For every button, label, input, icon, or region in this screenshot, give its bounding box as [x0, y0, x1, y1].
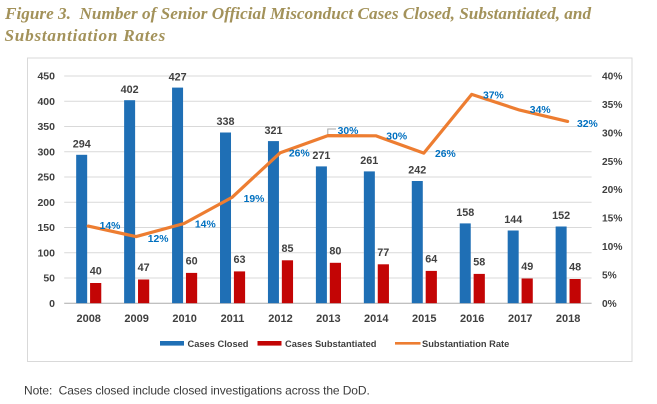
svg-text:25%: 25%	[602, 157, 622, 168]
svg-text:242: 242	[408, 165, 426, 177]
svg-text:427: 427	[169, 71, 187, 83]
svg-text:40%: 40%	[602, 72, 622, 83]
svg-text:321: 321	[264, 125, 282, 137]
svg-text:200: 200	[37, 197, 55, 209]
svg-text:294: 294	[73, 139, 91, 151]
svg-text:12%: 12%	[148, 234, 169, 245]
svg-text:80: 80	[329, 245, 341, 257]
svg-text:158: 158	[456, 207, 474, 219]
svg-text:2017: 2017	[508, 313, 532, 325]
svg-text:30%: 30%	[338, 126, 359, 137]
svg-text:300: 300	[37, 146, 55, 158]
svg-text:77: 77	[377, 247, 389, 259]
svg-text:48: 48	[569, 262, 581, 274]
svg-text:2009: 2009	[124, 313, 148, 325]
svg-text:Substantiation Rates: Substantiation Rates	[5, 26, 167, 45]
svg-text:261: 261	[360, 155, 378, 167]
svg-text:250: 250	[37, 172, 55, 184]
svg-text:350: 350	[37, 121, 55, 133]
svg-text:2018: 2018	[556, 313, 580, 325]
svg-text:2008: 2008	[76, 313, 100, 325]
svg-text:152: 152	[552, 210, 570, 222]
svg-text:400: 400	[37, 96, 55, 108]
svg-text:2010: 2010	[172, 313, 196, 325]
svg-text:37%: 37%	[483, 90, 504, 101]
svg-text:144: 144	[504, 214, 522, 226]
svg-text:2012: 2012	[268, 313, 292, 325]
svg-text:30%: 30%	[386, 131, 407, 142]
svg-text:2016: 2016	[460, 313, 484, 325]
svg-text:0: 0	[49, 298, 55, 310]
svg-text:14%: 14%	[195, 219, 216, 230]
svg-text:20%: 20%	[602, 185, 622, 196]
svg-text:14%: 14%	[100, 221, 121, 232]
svg-text:60: 60	[186, 255, 198, 267]
svg-text:85: 85	[281, 243, 293, 255]
svg-text:26%: 26%	[289, 148, 310, 159]
svg-text:0%: 0%	[602, 299, 617, 310]
svg-text:34%: 34%	[530, 105, 551, 116]
svg-text:26%: 26%	[435, 149, 456, 160]
svg-text:338: 338	[216, 116, 234, 128]
svg-text:2013: 2013	[316, 313, 340, 325]
svg-text:58: 58	[473, 256, 485, 268]
svg-text:47: 47	[138, 262, 150, 274]
svg-text:100: 100	[37, 247, 55, 259]
svg-text:150: 150	[37, 222, 55, 234]
svg-text:271: 271	[312, 150, 330, 162]
svg-text:30%: 30%	[602, 128, 622, 139]
svg-text:2014: 2014	[364, 313, 389, 325]
svg-text:49: 49	[521, 261, 533, 273]
svg-text:15%: 15%	[602, 214, 622, 225]
svg-text:32%: 32%	[577, 119, 598, 130]
svg-text:2011: 2011	[221, 313, 245, 325]
svg-text:5%: 5%	[602, 270, 617, 281]
svg-text:40: 40	[90, 266, 102, 278]
svg-text:Cases Substantiated: Cases Substantiated	[285, 339, 377, 349]
svg-text:35%: 35%	[602, 100, 622, 111]
svg-text:402: 402	[121, 84, 139, 96]
svg-text:50: 50	[43, 273, 55, 285]
svg-text:64: 64	[425, 253, 437, 265]
svg-text:450: 450	[37, 71, 55, 83]
svg-text:10%: 10%	[602, 242, 622, 253]
svg-text:Cases Closed: Cases Closed	[188, 339, 249, 349]
svg-text:Substantiation Rate: Substantiation Rate	[422, 339, 509, 349]
svg-text:63: 63	[233, 254, 245, 266]
svg-text:Figure 3. Number of Senior Of: Figure 3. Number of Senior Official Misc…	[4, 4, 591, 23]
svg-text:19%: 19%	[244, 194, 265, 205]
svg-text:Note: Cases closed include cl: Note: Cases closed include closed invest…	[24, 384, 370, 398]
svg-text:2015: 2015	[412, 313, 436, 325]
